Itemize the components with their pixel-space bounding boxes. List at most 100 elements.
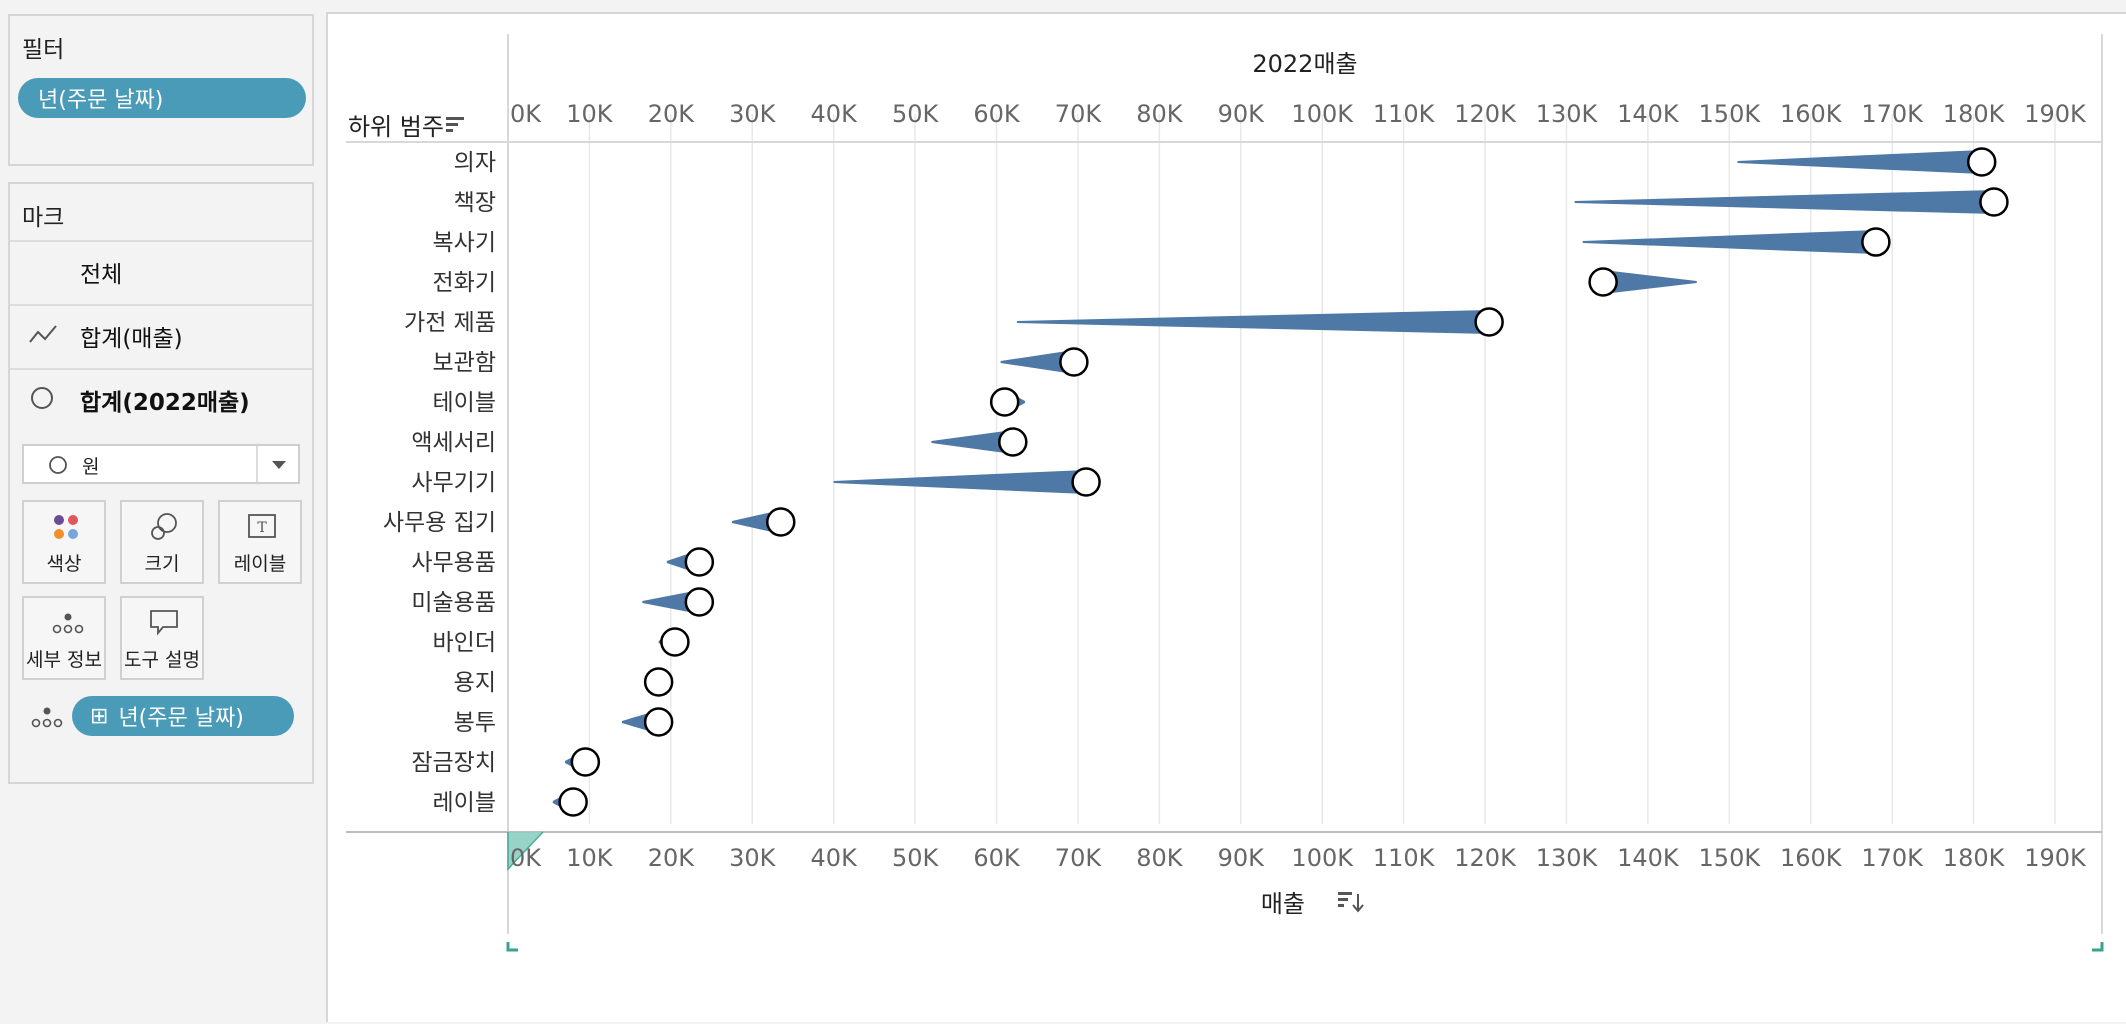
row-label: 레이블 [433, 790, 496, 816]
trend-mark [1737, 150, 1982, 174]
marks-card: 마크 전체 합계(매출) 합계(2022매출) 원 색상 [8, 182, 314, 784]
dropdown-divider [256, 446, 258, 482]
top-tick-label: 80K [1136, 100, 1184, 128]
bottom-tick-label: 160K [1780, 844, 1843, 872]
bottom-tick-label: 40K [811, 844, 859, 872]
circle-mark-icon [49, 456, 67, 474]
sales-2022-circle [1474, 307, 1504, 337]
marks-tab-all[interactable]: 전체 [10, 240, 312, 302]
size-button[interactable]: 크기 [120, 500, 204, 584]
detail-field-icon [31, 707, 63, 728]
tooltip-button-label: 도구 설명 [124, 649, 200, 671]
marks-tab-all-label: 전체 [80, 262, 123, 288]
top-tick-label: 150K [1699, 100, 1762, 128]
tooltip-button[interactable]: 도구 설명 [120, 596, 204, 680]
top-tick-label: 30K [729, 100, 777, 128]
sales-2022-circle [998, 427, 1028, 457]
bottom-tick-label: 150K [1699, 844, 1762, 872]
sales-2022-circle [643, 667, 674, 697]
corner-bracket [506, 942, 518, 952]
top-tick-label: 70K [1055, 100, 1103, 128]
label-icon: T [248, 514, 276, 538]
chart-view: 0K 10K 20K 30K 40K 50K 60K 70K 80K 90K 100K 110K 120… [326, 12, 2126, 1022]
sales-2022-circle [684, 587, 715, 617]
filters-shelf: 필터 년(주문 날짜) [8, 14, 314, 166]
expand-icon[interactable]: ⊞ [90, 703, 109, 729]
top-tick-label: 110K [1373, 100, 1436, 128]
marks-title: 마크 [22, 205, 65, 231]
trend-mark [1603, 270, 1697, 294]
chevron-down-icon[interactable] [268, 458, 290, 472]
top-tick-label: 120K [1454, 100, 1517, 128]
sales-2022-circle [989, 387, 1020, 417]
sales-2022-circle [558, 787, 588, 817]
top-tick-label: 10K [566, 100, 614, 128]
row-header-label: 하위 범주 [348, 113, 444, 141]
circle-icon [31, 387, 53, 409]
row-label: 의자 [454, 150, 496, 176]
sales-2022-circle [570, 747, 601, 777]
trend-mark [1582, 230, 1876, 254]
top-tick-label: 190K [2024, 100, 2087, 128]
corner-bracket [2092, 942, 2104, 952]
bottom-tick-label: 0K [510, 844, 542, 872]
trend-mark [833, 470, 1087, 494]
svg-text:T: T [257, 520, 267, 536]
row-label: 봉투 [454, 710, 496, 736]
top-axis-title: 2022매출 [1252, 50, 1357, 78]
tooltip-icon [150, 610, 178, 636]
trend-mark [931, 430, 1013, 454]
bottom-tick-label: 190K [2024, 844, 2087, 872]
bottom-tick-label: 80K [1136, 844, 1184, 872]
top-tick-label: 0K [510, 100, 542, 128]
color-icon [54, 515, 78, 539]
detail-pill-order-year[interactable]: ⊞ 년(주문 날짜) [72, 696, 294, 736]
row-label: 액세서리 [411, 430, 496, 456]
row-label: 사무용 집기 [383, 510, 496, 536]
top-tick-label: 140K [1617, 100, 1680, 128]
top-tick-label: 160K [1780, 100, 1843, 128]
filter-pill-order-year[interactable]: 년(주문 날짜) [18, 78, 306, 118]
bottom-tick-label: 110K [1373, 844, 1436, 872]
bottom-tick-label: 100K [1291, 844, 1354, 872]
mark-type-label: 원 [82, 456, 100, 478]
sales-2022-circle [660, 627, 690, 657]
row-label: 사무용품 [411, 550, 496, 576]
trend-mark [1000, 350, 1074, 374]
bottom-tick-label: 170K [1861, 844, 1924, 872]
detail-button[interactable]: 세부 정보 [22, 596, 106, 680]
marks-tab-sales-label: 합계(매출) [80, 326, 183, 352]
top-tick-label: 100K [1291, 100, 1354, 128]
sort-icon [446, 117, 464, 132]
bottom-tick-label: 140K [1617, 844, 1680, 872]
marks-tab-sales-2022[interactable]: 합계(2022매출) [10, 368, 312, 430]
detail-pill-label: 년(주문 날짜) [118, 706, 244, 731]
color-button-label: 색상 [46, 553, 82, 575]
row-label: 책장 [454, 190, 496, 216]
sales-2022-circle [766, 507, 796, 537]
label-button[interactable]: T 레이블 [218, 500, 302, 584]
marks-tab-sales[interactable]: 합계(매출) [10, 304, 312, 366]
sales-2022-circle [1059, 347, 1089, 377]
mark-type-dropdown[interactable]: 원 [22, 444, 300, 484]
top-tick-label: 50K [892, 100, 940, 128]
dumbbell-chart: 0K 10K 20K 30K 40K 50K 60K 70K 80K 90K 100K 110K 120… [346, 34, 2104, 952]
bottom-tick-label: 70K [1055, 844, 1103, 872]
row-label: 전화기 [433, 270, 496, 296]
bottom-tick-label: 30K [729, 844, 777, 872]
marks-tab-sales-2022-label: 합계(2022매출) [80, 390, 250, 416]
line-icon [29, 325, 57, 343]
sales-2022-circle [1979, 187, 2009, 217]
top-tick-label: 90K [1218, 100, 1266, 128]
sales-2022-circle [1588, 267, 1618, 297]
bottom-tick-label: 120K [1454, 844, 1517, 872]
top-tick-label: 40K [811, 100, 859, 128]
trend-mark [642, 590, 700, 614]
sales-2022-circle [1071, 467, 1101, 497]
row-label: 보관함 [433, 350, 496, 376]
size-icon [151, 513, 177, 540]
color-button[interactable]: 색상 [22, 500, 106, 584]
top-tick-label: 130K [1536, 100, 1599, 128]
bottom-tick-label: 130K [1536, 844, 1599, 872]
top-tick-label: 60K [973, 100, 1021, 128]
